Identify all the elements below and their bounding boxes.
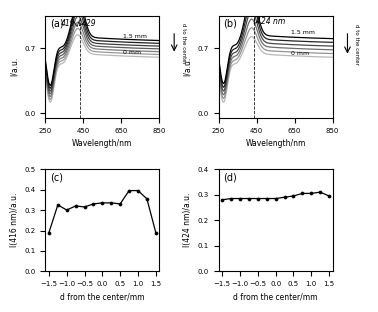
Y-axis label: I(424 nm)/a.u.: I(424 nm)/a.u.	[183, 193, 192, 247]
Text: (b): (b)	[223, 19, 237, 29]
Text: d to the center: d to the center	[354, 24, 359, 65]
Text: 429: 429	[82, 18, 96, 27]
Text: 0 mm: 0 mm	[123, 50, 141, 55]
X-axis label: d from the center/mm: d from the center/mm	[233, 293, 318, 302]
Y-axis label: I/a.u.: I/a.u.	[183, 57, 192, 76]
Text: 1.5 mm: 1.5 mm	[123, 34, 147, 39]
Text: (c): (c)	[50, 172, 63, 182]
Text: (d): (d)	[223, 172, 237, 182]
X-axis label: Wavelength/nm: Wavelength/nm	[245, 139, 306, 148]
Text: 1.5 mm: 1.5 mm	[291, 30, 315, 35]
Text: (a): (a)	[50, 19, 64, 29]
Y-axis label: I(416 nm)/a.u.: I(416 nm)/a.u.	[10, 193, 19, 247]
X-axis label: d from the center/mm: d from the center/mm	[60, 293, 145, 302]
Text: 0 mm: 0 mm	[291, 51, 309, 56]
Text: 424 nm: 424 nm	[256, 17, 285, 26]
Y-axis label: I/a.u.: I/a.u.	[10, 57, 19, 76]
Text: 419: 419	[60, 18, 75, 27]
X-axis label: Wavelength/nm: Wavelength/nm	[72, 139, 133, 148]
Text: d to the center: d to the center	[181, 23, 186, 64]
